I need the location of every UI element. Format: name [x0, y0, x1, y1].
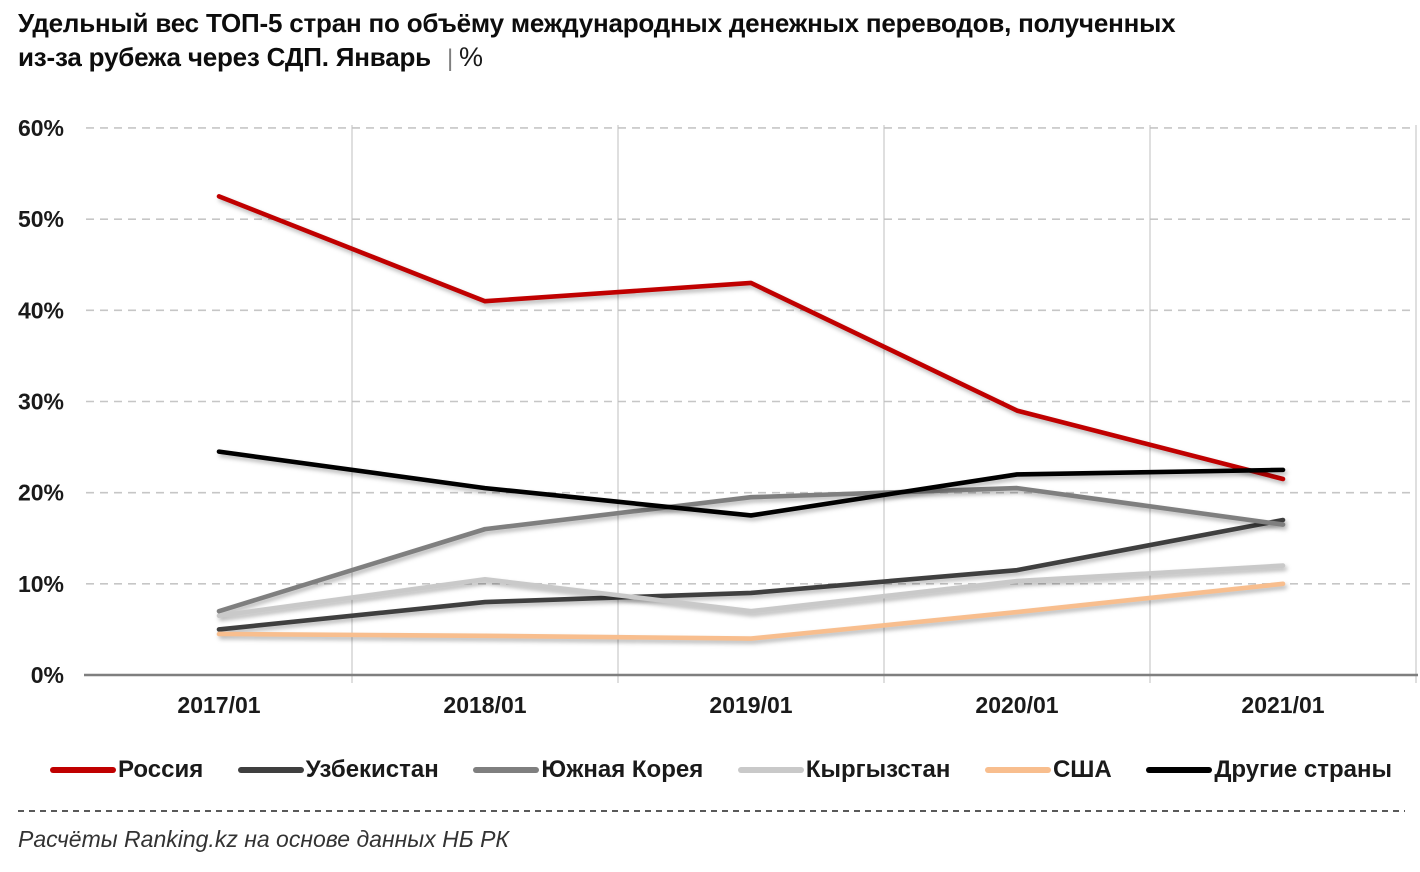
- y-axis-tick-label: 40%: [18, 297, 64, 323]
- title-separator: |: [446, 45, 453, 72]
- legend-label: США: [1052, 756, 1112, 783]
- series-line-2: [216, 485, 1286, 614]
- y-axis-tick-label: 0%: [31, 662, 64, 688]
- series-line-5: [216, 449, 1286, 518]
- x-axis-tick-label: 2018/01: [443, 692, 526, 718]
- legend-swatch-icon: [237, 767, 304, 773]
- separator-dashed-line: [18, 810, 1405, 812]
- series-line-4: [216, 581, 1286, 641]
- legend-swatch-icon: [737, 767, 804, 773]
- y-axis-tick-label: 30%: [18, 388, 64, 414]
- legend-label: Кыргызстан: [805, 756, 951, 783]
- legend-item: Кыргызстан: [737, 756, 951, 784]
- legend-label: Россия: [118, 756, 204, 783]
- legend-swatch-icon: [1146, 767, 1213, 773]
- series-line-0: [216, 194, 1286, 482]
- y-axis-tick-label: 50%: [18, 206, 64, 232]
- legend-item: Россия: [50, 756, 203, 784]
- legend-item: Узбекистан: [237, 756, 439, 784]
- y-axis-tick-label: 60%: [18, 115, 64, 141]
- y-axis-tick-label: 20%: [18, 480, 64, 506]
- chart-title-line2-text: из-за рубежа через СДП. Январь: [18, 42, 431, 72]
- y-axis-tick-label: 10%: [18, 571, 64, 597]
- legend-swatch-icon: [473, 767, 540, 773]
- legend-swatch-icon: [984, 767, 1051, 773]
- legend-swatch-icon: [50, 767, 116, 773]
- chart-title-line2: из-за рубежа через СДП. Январь |%: [18, 40, 1408, 76]
- x-axis-tick-label: 2020/01: [975, 692, 1058, 718]
- chart-title-line1: Удельный вес ТОП-5 стран по объёму между…: [18, 8, 1176, 38]
- legend-item: Южная Корея: [473, 756, 703, 784]
- legend-item: Другие страны: [1146, 756, 1392, 784]
- legend-label: Другие страны: [1214, 756, 1392, 783]
- x-axis-tick-label: 2017/01: [177, 692, 260, 718]
- line-chart: 60% 50% 40% 30% 20% 10% 0% 2017/01 2018/01 2019/0…: [18, 115, 1418, 718]
- x-axis-tick-label: 2021/01: [1241, 692, 1324, 718]
- chart-legend: Россия Узбекистан Южная Корея Кыргызстан США…: [0, 750, 1420, 790]
- source-note: Расчёты Ranking.kz на основе данных НБ Р…: [18, 826, 509, 852]
- chart-title: Удельный вес ТОП-5 стран по объёму между…: [18, 6, 1408, 76]
- x-axis-tick-label: 2019/01: [709, 692, 792, 718]
- legend-item: США: [984, 756, 1112, 784]
- title-unit: %: [458, 42, 483, 72]
- series-line-3: [216, 563, 1286, 619]
- series-line-1: [216, 517, 1286, 632]
- legend-label: Узбекистан: [305, 756, 439, 783]
- legend-label: Южная Корея: [541, 756, 704, 783]
